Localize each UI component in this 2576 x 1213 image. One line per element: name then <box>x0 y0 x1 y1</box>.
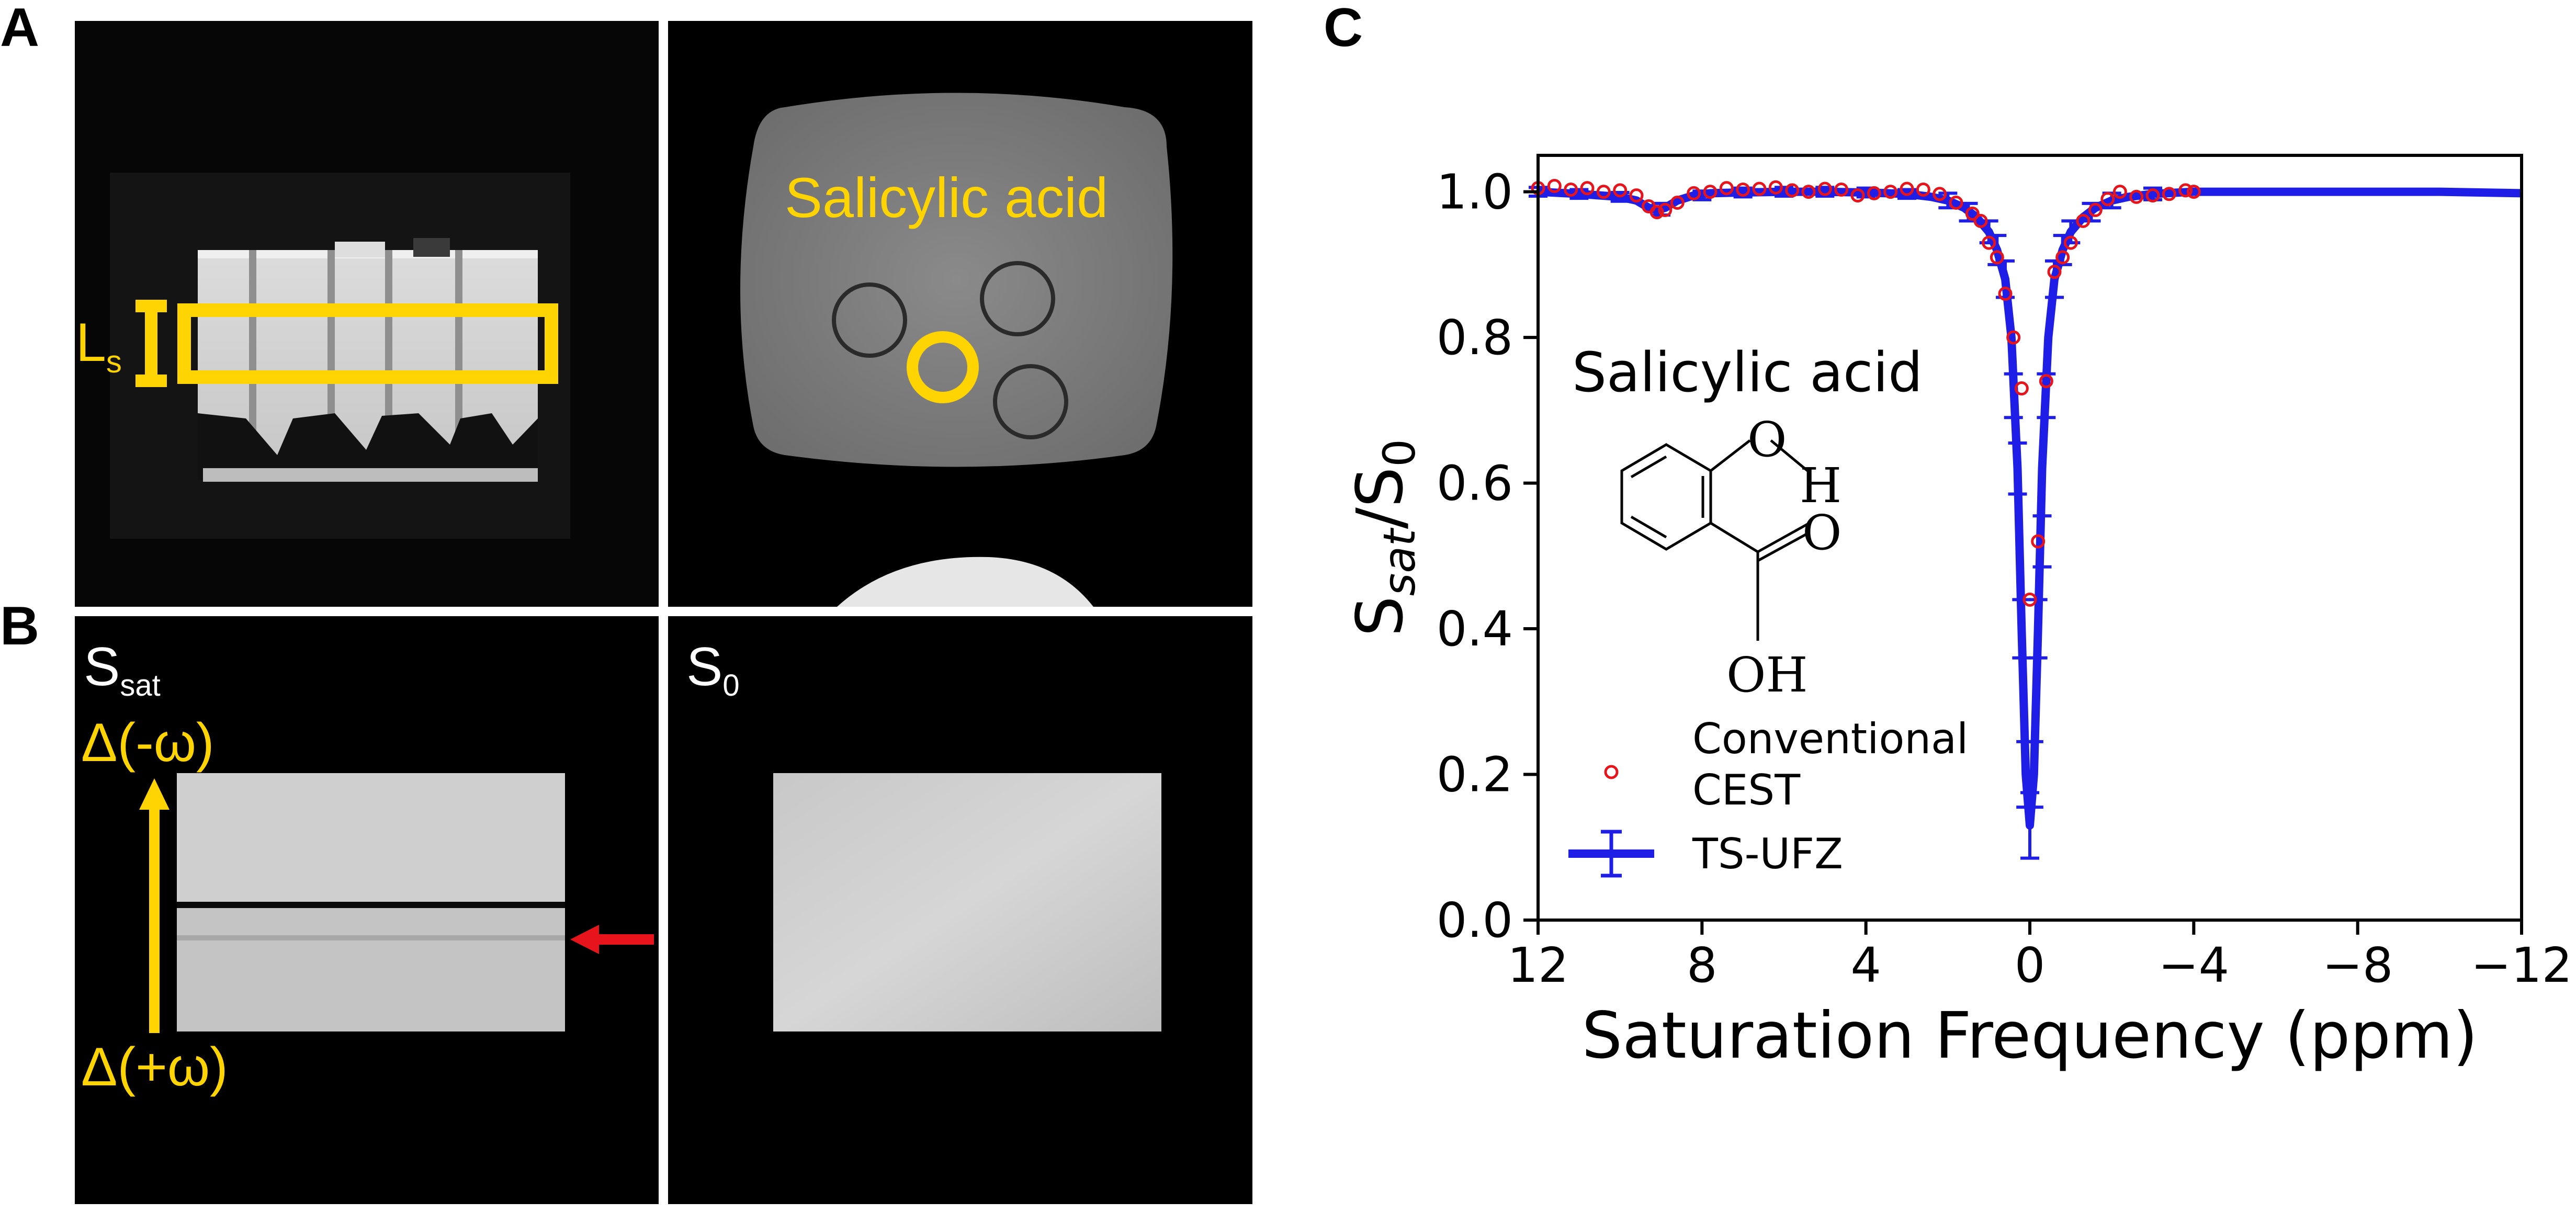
data-point-conventional-cest <box>1580 181 1595 196</box>
legend-label-conventional-line2: CEST <box>1692 766 1801 814</box>
y-tick-label: 0.6 <box>1437 456 1513 512</box>
y-tick-label: 0.4 <box>1437 601 1513 657</box>
data-point-conventional-cest <box>2100 192 2115 207</box>
panel-label-a: A <box>0 0 39 58</box>
data-point-conventional-cest <box>2006 330 2021 345</box>
delta-plus-omega-label: Δ(+ω) <box>81 1037 228 1097</box>
data-point-conventional-cest <box>1834 182 1849 197</box>
data-point-conventional-cest <box>1990 250 2004 265</box>
x-tick-label: −12 <box>2471 937 2572 993</box>
x-tick-label: −8 <box>2322 937 2393 993</box>
phantom-label: Salicylic acid <box>785 166 1108 229</box>
data-point-conventional-cest <box>1564 182 1578 197</box>
data-point-conventional-cest <box>2023 592 2037 607</box>
delta-minus-omega-label: Δ(-ω) <box>81 712 214 773</box>
legend: Conventional CEST TS-UFZ <box>1568 715 1968 878</box>
data-point-conventional-cest <box>2039 374 2053 389</box>
legend-marker-conventional <box>1604 765 1619 779</box>
data-point-conventional-cest <box>2014 381 2029 396</box>
legend-label-tsufz: TS-UFZ <box>1692 830 1843 878</box>
data-point-conventional-cest <box>1900 182 1914 196</box>
y-tick-label: 0.0 <box>1437 892 1513 948</box>
data-point-conventional-cest <box>2031 534 2046 549</box>
data-point-conventional-cest <box>1547 178 1562 193</box>
s0-image <box>668 616 1252 1204</box>
data-point-conventional-cest <box>2112 185 2127 199</box>
x-axis-label: Saturation Frequency (ppm) <box>1582 999 2478 1073</box>
data-point-conventional-cest <box>1596 185 1611 199</box>
molecule-oh: OH <box>1726 647 1808 703</box>
y-tick-label: 0.8 <box>1437 310 1513 366</box>
data-point-conventional-cest <box>2047 265 2062 279</box>
data-point-conventional-cest <box>1949 196 1963 210</box>
x-tick-label: 0 <box>2015 937 2046 993</box>
data-point-conventional-cest <box>1982 235 1996 250</box>
ssat-label: Ssat <box>84 637 161 702</box>
data-point-conventional-cest <box>1867 186 1881 200</box>
data-point-conventional-cest <box>1916 182 1930 197</box>
plot-area <box>1529 178 2522 860</box>
x-tick-label: 12 <box>1507 937 1568 993</box>
salicylic-acid-molecule <box>1620 439 1809 641</box>
y-tick-label: 0.2 <box>1437 747 1513 803</box>
axes-frame <box>1536 154 2523 922</box>
data-point-conventional-cest <box>1752 182 1767 196</box>
x-tick-label: 8 <box>1687 937 1718 993</box>
series-line-ts-ufz <box>1538 187 2522 830</box>
data-point-conventional-cest <box>1649 205 1664 220</box>
molecule-o-top: O <box>1747 412 1787 468</box>
data-point-conventional-cest <box>1719 181 1734 196</box>
data-point-conventional-cest <box>2076 213 2091 228</box>
data-point-conventional-cest <box>1687 186 1701 200</box>
mri-tubes-image <box>75 21 659 607</box>
data-point-conventional-cest <box>1670 196 1685 210</box>
compound-annotation: Salicylic acid <box>1572 341 1923 404</box>
data-point-conventional-cest <box>1965 206 1980 221</box>
z-spectrum-chart: 12 8 4 0 −4 −8 −12 0.0 0.2 0.4 0.6 0.8 1.0 Saturatio… <box>1343 154 2572 1073</box>
x-tick-label: −4 <box>2159 937 2230 993</box>
x-tick-label: 4 <box>1850 937 1881 993</box>
y-axis-label: Ssat/S0 <box>1343 439 1425 637</box>
data-point-conventional-cest <box>2129 189 2144 204</box>
data-point-conventional-cest <box>2162 187 2176 201</box>
data-point-conventional-cest <box>1883 185 1898 199</box>
panel-label-c: C <box>1324 0 1363 58</box>
axis-ticks: 12 8 4 0 −4 −8 −12 0.0 0.2 0.4 0.6 0.8 1.0 <box>1437 164 2572 993</box>
data-point-conventional-cest <box>1736 182 1750 197</box>
data-point-conventional-cest <box>1703 185 1718 199</box>
panel-label-b: B <box>0 596 39 656</box>
data-point-conventional-cest <box>2178 183 2193 198</box>
data-point-conventional-cest <box>2186 185 2201 199</box>
data-point-conventional-cest <box>2088 202 2103 217</box>
molecule-o-right: O <box>1802 505 1841 561</box>
data-point-conventional-cest <box>2145 188 2160 203</box>
phantom-image <box>668 21 1252 607</box>
data-point-conventional-cest <box>1817 182 1832 196</box>
ssat-image <box>75 616 659 1204</box>
y-tick-label: 1.0 <box>1437 164 1513 220</box>
data-point-conventional-cest <box>1658 202 1673 217</box>
data-point-conventional-cest <box>1629 188 1644 203</box>
data-point-conventional-cest <box>1933 187 1947 201</box>
data-point-conventional-cest <box>2055 250 2070 265</box>
data-point-conventional-cest <box>1973 213 1988 228</box>
data-point-conventional-cest <box>1785 183 1800 198</box>
ls-label: Ls <box>76 312 122 379</box>
data-point-conventional-cest <box>2063 235 2078 250</box>
data-point-conventional-cest <box>1613 183 1628 198</box>
s0-label: S0 <box>686 637 740 702</box>
molecule-h: H <box>1800 458 1841 514</box>
data-point-conventional-cest <box>1768 180 1783 195</box>
legend-label-conventional-line1: Conventional <box>1692 715 1968 763</box>
data-point-conventional-cest <box>1850 188 1865 203</box>
data-point-conventional-cest <box>1998 287 2013 301</box>
data-point-conventional-cest <box>1801 185 1816 199</box>
